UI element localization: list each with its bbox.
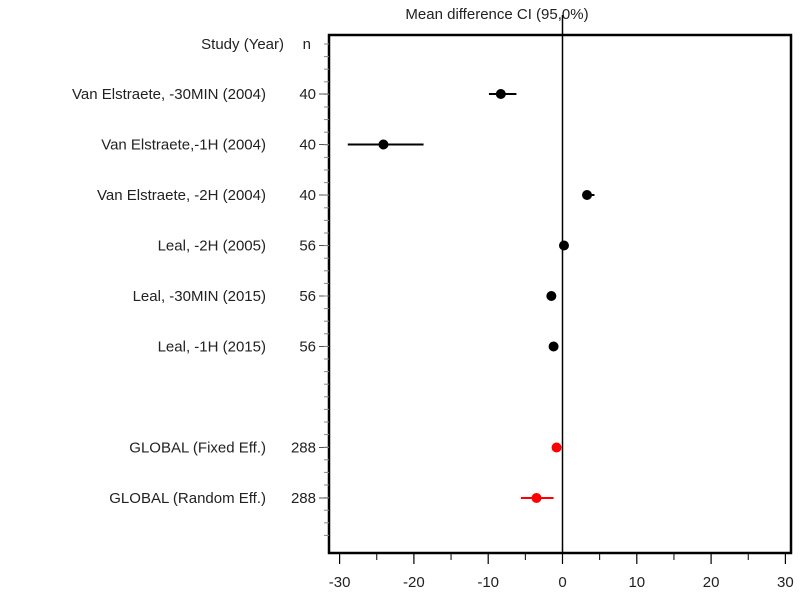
x-tick-label: -10 bbox=[477, 574, 499, 591]
study-label: GLOBAL (Fixed Eff.) bbox=[129, 440, 266, 457]
point-estimate bbox=[495, 89, 506, 99]
point-estimate bbox=[582, 190, 593, 200]
x-tick-label: -20 bbox=[403, 574, 425, 591]
x-tick-label: 20 bbox=[703, 574, 720, 591]
x-tick-label: 10 bbox=[628, 574, 645, 591]
plot-frame bbox=[327, 33, 793, 555]
study-n: 40 bbox=[299, 137, 316, 154]
study-n: 288 bbox=[291, 440, 316, 457]
study-label: Van Elstraete,-1H (2004) bbox=[101, 137, 266, 154]
point-estimate bbox=[558, 240, 569, 251]
study-n: 56 bbox=[299, 238, 316, 255]
x-tick-label: -30 bbox=[329, 574, 351, 591]
point-estimate bbox=[551, 442, 562, 453]
study-label: Leal, -30MIN (2015) bbox=[133, 288, 266, 305]
study-n: 56 bbox=[299, 339, 316, 356]
study-label: Van Elstraete, -30MIN (2004) bbox=[72, 86, 266, 103]
study-label: Leal, -1H (2015) bbox=[158, 339, 266, 356]
study-n: 56 bbox=[299, 288, 316, 305]
study-n: 40 bbox=[299, 86, 316, 103]
study-n: 288 bbox=[291, 490, 316, 507]
header-study: Study (Year) bbox=[201, 36, 284, 53]
point-estimate bbox=[531, 493, 542, 503]
study-label: Van Elstraete, -2H (2004) bbox=[97, 187, 266, 204]
x-tick-label: 30 bbox=[777, 574, 794, 591]
study-label: Leal, -2H (2005) bbox=[158, 238, 266, 255]
x-tick-label: 0 bbox=[558, 574, 566, 591]
point-estimate bbox=[548, 341, 559, 352]
study-label: GLOBAL (Random Eff.) bbox=[109, 490, 266, 507]
point-estimate bbox=[378, 139, 389, 150]
header-n: n bbox=[303, 36, 311, 53]
study-n: 40 bbox=[299, 187, 316, 204]
point-estimate bbox=[546, 291, 557, 301]
chart-title: Mean difference CI (95,0%) bbox=[405, 6, 588, 23]
